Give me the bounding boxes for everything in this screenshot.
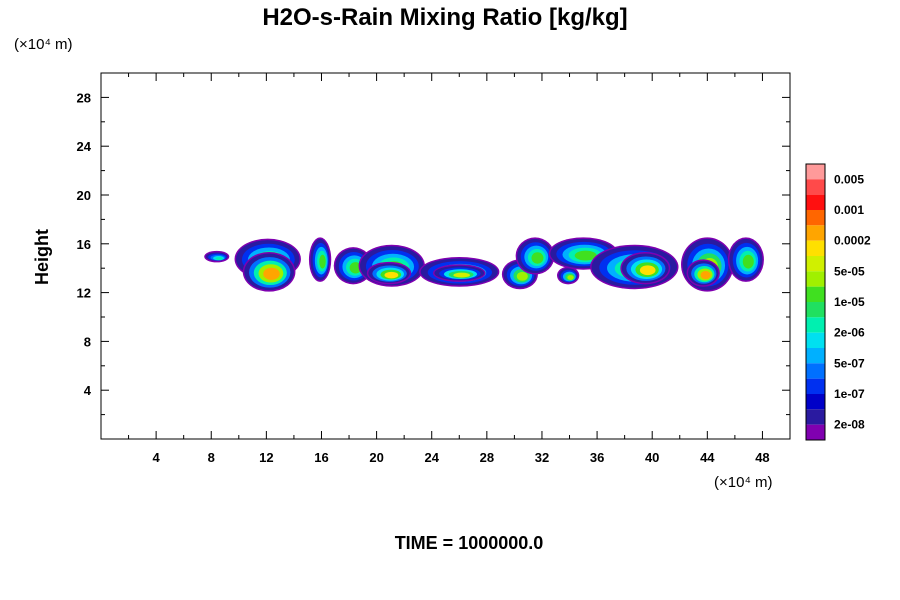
rain-cell-layer bbox=[742, 254, 754, 269]
x-tick-label: 36 bbox=[590, 450, 604, 465]
rain-cell bbox=[242, 252, 296, 292]
colorbar-swatch bbox=[806, 378, 825, 394]
rain-cell bbox=[204, 250, 230, 263]
colorbar-label: 5e-07 bbox=[834, 356, 865, 370]
x-tick-label: 16 bbox=[314, 450, 328, 465]
colorbar-label: 0.005 bbox=[834, 172, 864, 186]
rain-cell-layer bbox=[531, 252, 544, 264]
rain-cell-layer bbox=[319, 254, 326, 269]
x-unit-label: (×10⁴ m) bbox=[714, 474, 773, 491]
chart-title: H2O-s-Rain Mixing Ratio [kg/kg] bbox=[262, 4, 627, 31]
y-axis-label: Height bbox=[32, 229, 52, 285]
axis-ticks bbox=[101, 73, 790, 439]
rain-cell bbox=[548, 237, 618, 270]
plot-frame bbox=[100, 72, 791, 440]
rain-cell bbox=[620, 252, 671, 285]
colorbar-label: 1e-07 bbox=[834, 387, 865, 401]
y-tick-label: 24 bbox=[77, 139, 92, 154]
colorbar-swatch bbox=[806, 210, 825, 226]
colorbar bbox=[805, 163, 826, 441]
time-label: TIME = 1000000.0 bbox=[395, 533, 544, 553]
colorbar-label: 5e-05 bbox=[834, 264, 865, 278]
colorbar-swatch bbox=[806, 286, 825, 302]
x-tick-label: 32 bbox=[535, 450, 549, 465]
x-tick-label: 8 bbox=[208, 450, 215, 465]
rain-cell bbox=[308, 237, 332, 282]
colorbar-swatch bbox=[806, 179, 825, 195]
colorbar-swatch bbox=[806, 302, 825, 318]
colorbar-label: 1e-05 bbox=[834, 295, 865, 309]
colorbar-swatch bbox=[806, 409, 825, 425]
rain-cell bbox=[556, 266, 580, 285]
colorbar-label: 0.001 bbox=[834, 203, 864, 217]
colorbar-swatch bbox=[806, 317, 825, 333]
colorbar-label: 2e-06 bbox=[834, 326, 865, 340]
rain-cell-layer bbox=[384, 271, 399, 279]
rain-cell bbox=[432, 264, 486, 282]
x-tick-label: 20 bbox=[369, 450, 383, 465]
rain-cell-layer bbox=[700, 271, 711, 280]
rain-cells bbox=[204, 237, 764, 292]
x-tick-label: 12 bbox=[259, 450, 273, 465]
x-tick-label: 28 bbox=[480, 450, 494, 465]
colorbar-swatch bbox=[806, 363, 825, 379]
y-tick-label: 4 bbox=[84, 383, 92, 398]
colorbar-swatch bbox=[806, 271, 825, 287]
rain-cell bbox=[366, 261, 412, 285]
rain-cell bbox=[686, 259, 720, 287]
colorbar-swatch bbox=[806, 332, 825, 348]
rain-cell bbox=[727, 237, 764, 282]
x-tick-label: 40 bbox=[645, 450, 659, 465]
rain-cell-layer bbox=[349, 262, 362, 274]
x-tick-label: 24 bbox=[424, 450, 439, 465]
colorbar-swatch bbox=[806, 164, 825, 180]
y-tick-label: 28 bbox=[77, 90, 91, 105]
y-tick-label: 20 bbox=[77, 188, 91, 203]
y-tick-labels: 4 8 12 16 20 24 28 bbox=[77, 90, 92, 398]
colorbar-frame bbox=[805, 163, 826, 441]
y-unit-label: (×10⁴ m) bbox=[14, 36, 73, 53]
rain-cell-layer bbox=[639, 265, 656, 276]
colorbar-swatch bbox=[806, 394, 825, 410]
colorbar-swatch bbox=[806, 225, 825, 241]
colorbar-labels: 0.005 0.001 0.0002 5e-05 1e-05 2e-06 5e-07 1e-0… bbox=[834, 172, 871, 431]
rain-cell-layer bbox=[215, 257, 223, 261]
y-tick-label: 16 bbox=[77, 237, 91, 252]
rain-cell-layer bbox=[567, 275, 574, 280]
y-tick-label: 8 bbox=[84, 334, 91, 349]
colorbar-swatch bbox=[806, 194, 825, 210]
x-tick-label: 44 bbox=[700, 450, 715, 465]
colorbar-swatch bbox=[806, 348, 825, 364]
colorbar-swatch bbox=[806, 424, 825, 440]
rain-cell-layer bbox=[453, 272, 470, 278]
rain-cell-layer bbox=[516, 271, 528, 281]
colorbar-label: 0.0002 bbox=[834, 234, 871, 248]
colorbar-swatch bbox=[806, 256, 825, 272]
x-tick-labels: 4 8 12 16 20 24 28 32 36 40 44 48 bbox=[153, 450, 770, 465]
colorbar-label: 2e-08 bbox=[834, 418, 865, 432]
x-tick-label: 4 bbox=[153, 450, 161, 465]
rain-cell-layer bbox=[574, 250, 597, 261]
x-tick-label: 48 bbox=[755, 450, 769, 465]
y-tick-label: 12 bbox=[77, 286, 91, 301]
colorbar-swatch bbox=[806, 240, 825, 256]
rain-cell bbox=[515, 237, 555, 275]
rain-cell-layer bbox=[263, 267, 280, 280]
